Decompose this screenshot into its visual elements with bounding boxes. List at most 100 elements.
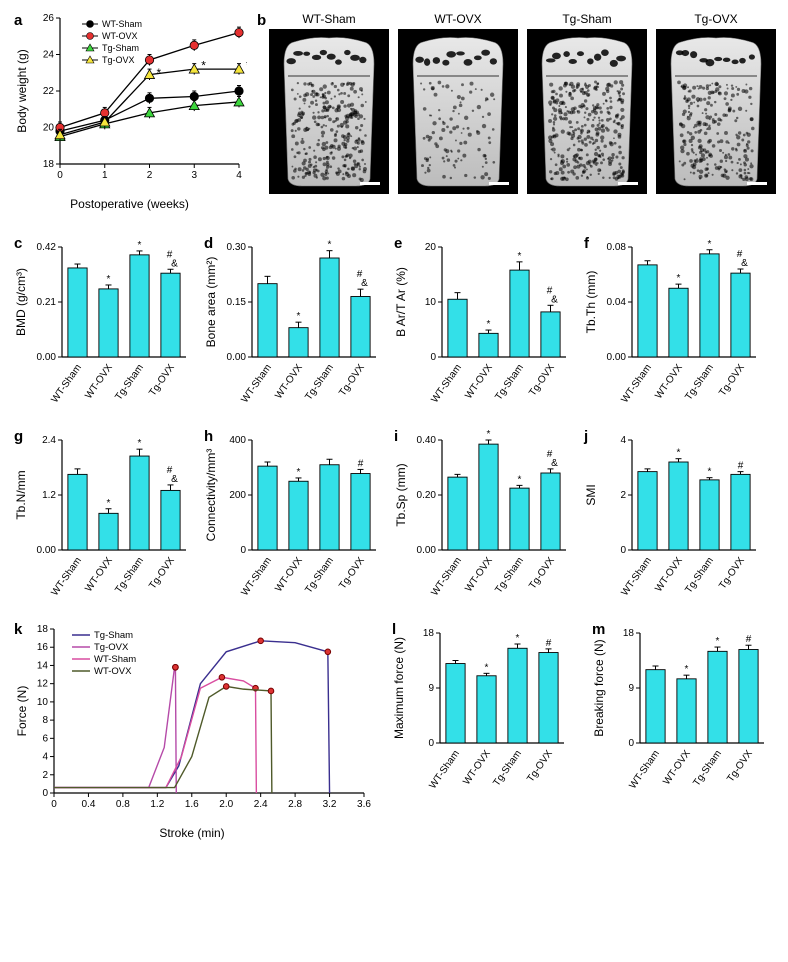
svg-text:B Ar/T Ar (%): B Ar/T Ar (%) xyxy=(394,267,408,337)
svg-text:#: # xyxy=(358,458,364,469)
svg-text:WT-Sham: WT-Sham xyxy=(49,555,84,598)
svg-text:Tg-OVX: Tg-OVX xyxy=(717,362,747,398)
svg-text:Tg-Sham: Tg-Sham xyxy=(102,43,139,53)
svg-text:WT-OVX: WT-OVX xyxy=(273,555,305,594)
svg-text:Tg-OVX: Tg-OVX xyxy=(717,555,747,591)
ct-image-title: Tg-OVX xyxy=(656,12,776,26)
svg-text:2: 2 xyxy=(42,770,48,781)
panel-label-l: l xyxy=(392,621,396,638)
svg-text:#: # xyxy=(167,465,173,476)
panel-a-body-weight: a 182022242601234Body weight (g)***WT-Sh… xyxy=(12,12,247,211)
svg-text:4: 4 xyxy=(42,752,48,763)
svg-text:24: 24 xyxy=(43,50,55,61)
svg-text:WT-Sham: WT-Sham xyxy=(429,362,464,405)
svg-text:WT-Sham: WT-Sham xyxy=(239,555,274,598)
svg-text:12: 12 xyxy=(37,679,49,690)
svg-text:22: 22 xyxy=(43,86,55,97)
svg-text:20: 20 xyxy=(425,242,437,253)
svg-text:Tg-Sham: Tg-Sham xyxy=(691,748,724,788)
svg-text:0.40: 0.40 xyxy=(417,435,437,446)
scale-bar xyxy=(618,182,638,185)
svg-text:*: * xyxy=(685,664,689,675)
svg-text:Tg-Sham: Tg-Sham xyxy=(303,555,336,595)
svg-text:14: 14 xyxy=(37,660,49,671)
svg-text:9: 9 xyxy=(428,683,434,694)
svg-text:0.8: 0.8 xyxy=(116,799,130,810)
svg-text:WT-Sham: WT-Sham xyxy=(427,748,462,791)
ct-image-title: Tg-Sham xyxy=(527,12,647,26)
svg-text:400: 400 xyxy=(229,435,246,446)
bar-chart: 01020B Ar/T Ar (%)WT-Sham*WT-OVX*Tg-Sham… xyxy=(392,235,572,405)
bar-chart: 0.000.210.42BMD (g/cm³)WT-Sham*WT-OVX*Tg… xyxy=(12,235,192,405)
svg-text:Tg-OVX: Tg-OVX xyxy=(527,555,557,591)
panel-d: d0.000.150.30Bone area (mm²)WT-Sham*WT-O… xyxy=(202,235,382,410)
svg-text:WT-Sham: WT-Sham xyxy=(619,362,654,405)
panel-label-b: b xyxy=(257,12,266,29)
svg-text:Tb.Th (mm): Tb.Th (mm) xyxy=(584,271,598,334)
svg-text:2.0: 2.0 xyxy=(219,799,233,810)
line-chart-force-stroke: 02468101214161800.40.81.21.62.02.42.83.2… xyxy=(12,621,372,821)
svg-text:Body weight (g): Body weight (g) xyxy=(15,49,29,132)
svg-text:*: * xyxy=(518,474,522,485)
svg-text:Tg-OVX: Tg-OVX xyxy=(337,555,367,591)
svg-text:0: 0 xyxy=(430,352,436,363)
svg-text:Force (N): Force (N) xyxy=(15,686,29,737)
svg-text:*: * xyxy=(677,273,681,284)
svg-text:2: 2 xyxy=(620,490,626,501)
svg-text:Tg-OVX: Tg-OVX xyxy=(525,748,555,784)
svg-text:WT-Sham: WT-Sham xyxy=(49,362,84,405)
svg-text:1.2: 1.2 xyxy=(150,799,164,810)
svg-text:Tg-Sham: Tg-Sham xyxy=(113,555,146,595)
bar-chart: 0.000.040.08Tb.Th (mm)WT-Sham*WT-OVX*Tg-… xyxy=(582,235,762,405)
svg-text:WT-OVX: WT-OVX xyxy=(83,362,115,401)
svg-text:SMI: SMI xyxy=(584,484,598,505)
panel-f: f0.000.040.08Tb.Th (mm)WT-Sham*WT-OVX*Tg… xyxy=(582,235,762,410)
svg-text:WT-Sham: WT-Sham xyxy=(102,19,142,29)
svg-text:*: * xyxy=(516,633,520,644)
svg-text:Tg-OVX: Tg-OVX xyxy=(94,642,129,653)
svg-text:16: 16 xyxy=(37,642,49,653)
panel-label-c: c xyxy=(14,235,22,252)
svg-text:Connectivity/mm³: Connectivity/mm³ xyxy=(204,449,218,542)
svg-text:#: # xyxy=(738,461,744,472)
svg-text:WT-OVX: WT-OVX xyxy=(653,555,685,594)
svg-text:*: * xyxy=(487,319,491,330)
svg-text:3: 3 xyxy=(191,170,197,181)
panel-b-micro-ct: b WT-ShamWT-OVXTg-ShamTg-OVX xyxy=(261,12,776,194)
svg-text:0.00: 0.00 xyxy=(37,545,57,556)
svg-text:WT-Sham: WT-Sham xyxy=(94,654,136,665)
svg-text:Tg-Sham: Tg-Sham xyxy=(493,555,526,595)
panel-h: h0200400Connectivity/mm³WT-Sham*WT-OVXTg… xyxy=(202,428,382,603)
svg-text:Tg-Sham: Tg-Sham xyxy=(683,362,716,402)
svg-text:0.00: 0.00 xyxy=(607,352,627,363)
svg-text:Tg-Sham: Tg-Sham xyxy=(491,748,524,788)
svg-text:0.21: 0.21 xyxy=(37,297,57,308)
svg-text:*: * xyxy=(485,662,489,673)
svg-text:WT-Sham: WT-Sham xyxy=(429,555,464,598)
svg-text:200: 200 xyxy=(229,490,246,501)
svg-text:0.00: 0.00 xyxy=(37,352,57,363)
svg-text:WT-OVX: WT-OVX xyxy=(653,362,685,401)
svg-text:*: * xyxy=(297,311,301,322)
panel-g: g0.001.22.4Tb.N/mmWT-Sham*WT-OVX*Tg-Sham… xyxy=(12,428,192,603)
panel-m: m0918Breaking force (N)WT-Sham*WT-OVX*Tg… xyxy=(590,621,770,796)
svg-text:Tg-OVX: Tg-OVX xyxy=(147,362,177,398)
bar-chart: 0.001.22.4Tb.N/mmWT-Sham*WT-OVX*Tg-Sham&… xyxy=(12,428,192,598)
svg-text:0: 0 xyxy=(57,170,63,181)
panel-c: c0.000.210.42BMD (g/cm³)WT-Sham*WT-OVX*T… xyxy=(12,235,192,410)
svg-text:Breaking force (N): Breaking force (N) xyxy=(592,639,606,736)
svg-text:1.2: 1.2 xyxy=(42,490,56,501)
ct-image-title: WT-OVX xyxy=(398,12,518,26)
svg-text:*: * xyxy=(708,467,712,478)
svg-text:*: * xyxy=(518,251,522,262)
svg-text:Tb.N/mm: Tb.N/mm xyxy=(14,470,28,519)
svg-text:0.15: 0.15 xyxy=(227,297,247,308)
svg-text:WT-OVX: WT-OVX xyxy=(461,748,493,787)
svg-text:4: 4 xyxy=(236,170,242,181)
svg-text:0.08: 0.08 xyxy=(607,242,627,253)
svg-text:0.04: 0.04 xyxy=(607,297,627,308)
svg-text:*: * xyxy=(677,448,681,459)
svg-text:WT-Sham: WT-Sham xyxy=(627,748,662,791)
panel-label-f: f xyxy=(584,235,589,252)
micro-ct-render xyxy=(398,29,518,194)
